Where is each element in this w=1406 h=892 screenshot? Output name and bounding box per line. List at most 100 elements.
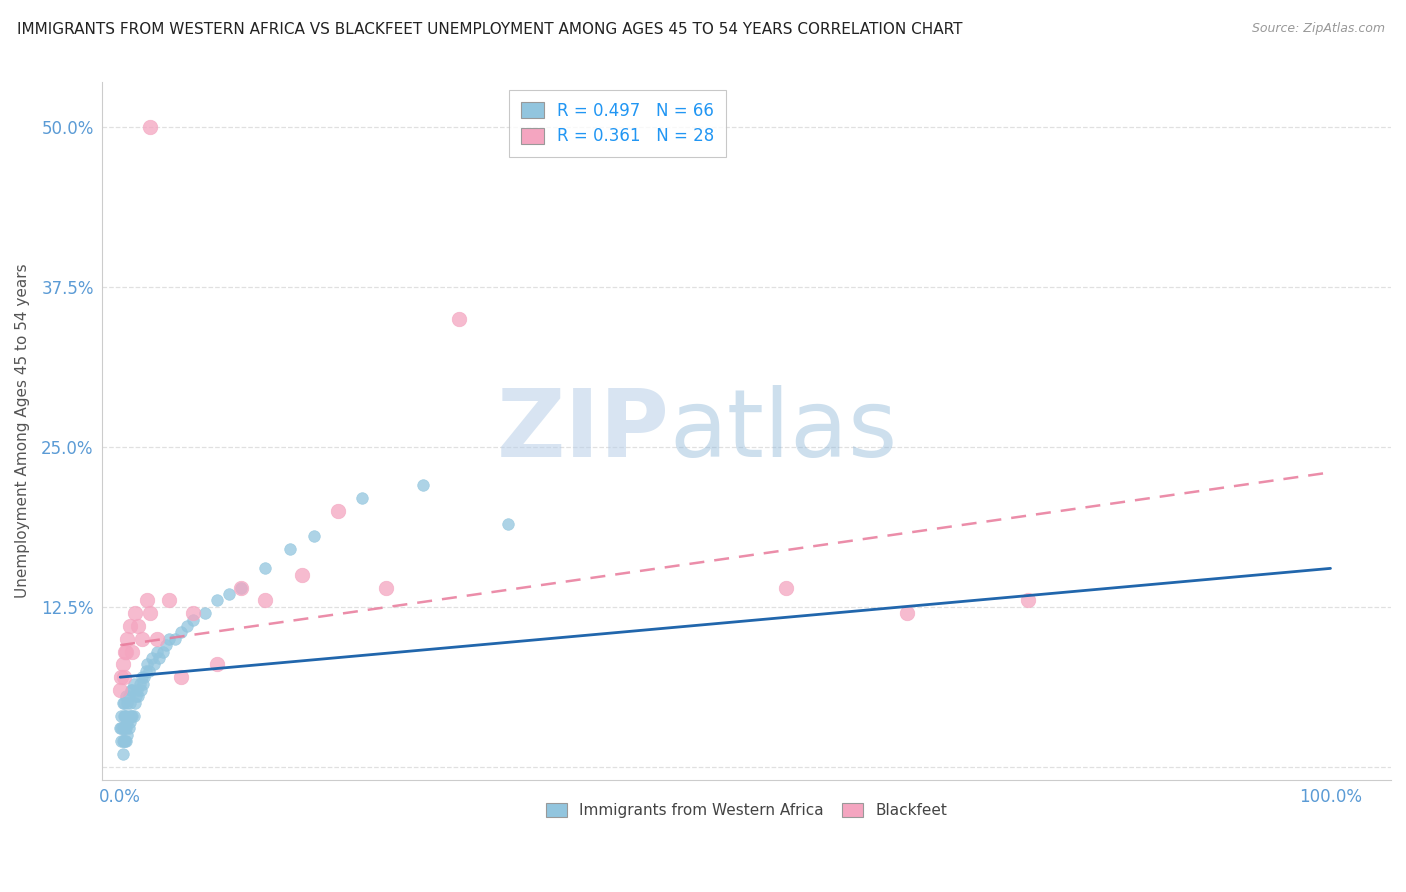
Point: [352, 491, 374, 505]
Point: [115, 708, 138, 723]
Point: [131, 632, 153, 646]
Point: [231, 581, 253, 595]
Point: [157, 593, 180, 607]
Point: [194, 606, 217, 620]
Point: [110, 683, 132, 698]
Point: [127, 690, 149, 704]
Point: [117, 632, 139, 646]
Point: [148, 651, 170, 665]
Point: [139, 120, 162, 134]
Point: [118, 708, 141, 723]
Point: [110, 734, 132, 748]
Point: [122, 708, 145, 723]
Legend: Immigrants from Western Africa, Blackfeet: Immigrants from Western Africa, Blackfee…: [540, 797, 953, 824]
Point: [291, 567, 314, 582]
Point: [111, 734, 134, 748]
Point: [163, 632, 186, 646]
Point: [896, 606, 918, 620]
Point: [112, 708, 135, 723]
Point: [112, 670, 135, 684]
Point: [254, 593, 277, 607]
Point: [135, 657, 157, 672]
Point: [152, 644, 174, 658]
Point: [170, 670, 193, 684]
Point: [145, 644, 167, 658]
Point: [205, 593, 228, 607]
Point: [170, 625, 193, 640]
Point: [110, 670, 132, 684]
Point: [143, 657, 166, 672]
Point: [110, 722, 132, 736]
Point: [112, 734, 135, 748]
Point: [110, 708, 132, 723]
Point: [125, 690, 148, 704]
Point: [205, 657, 228, 672]
Point: [120, 683, 142, 698]
Point: [496, 516, 519, 531]
Point: [135, 593, 157, 607]
Point: [111, 696, 134, 710]
Point: [278, 542, 301, 557]
Point: [114, 708, 136, 723]
Point: [132, 676, 155, 690]
Point: [155, 638, 177, 652]
Point: [120, 708, 142, 723]
Text: Source: ZipAtlas.com: Source: ZipAtlas.com: [1251, 22, 1385, 36]
Point: [118, 714, 141, 729]
Point: [127, 683, 149, 698]
Point: [118, 696, 141, 710]
Point: [129, 683, 152, 698]
Point: [131, 670, 153, 684]
Point: [127, 619, 149, 633]
Point: [375, 581, 398, 595]
Point: [254, 561, 277, 575]
Point: [124, 606, 146, 620]
Point: [449, 311, 471, 326]
Point: [181, 613, 204, 627]
Text: IMMIGRANTS FROM WESTERN AFRICA VS BLACKFEET UNEMPLOYMENT AMONG AGES 45 TO 54 YEA: IMMIGRANTS FROM WESTERN AFRICA VS BLACKF…: [17, 22, 962, 37]
Point: [117, 728, 139, 742]
Point: [181, 606, 204, 620]
Point: [1017, 593, 1039, 607]
Point: [302, 529, 325, 543]
Point: [135, 664, 157, 678]
Point: [115, 690, 138, 704]
Point: [128, 676, 150, 690]
Point: [117, 714, 139, 729]
Point: [138, 664, 160, 678]
Point: [112, 696, 135, 710]
Point: [118, 619, 141, 633]
Point: [114, 644, 136, 658]
Point: [124, 696, 146, 710]
Point: [412, 478, 434, 492]
Point: [114, 734, 136, 748]
Point: [121, 708, 143, 723]
Point: [112, 722, 135, 736]
Point: [122, 676, 145, 690]
Text: atlas: atlas: [669, 384, 897, 476]
Point: [121, 644, 143, 658]
Point: [115, 734, 138, 748]
Point: [134, 670, 156, 684]
Point: [121, 683, 143, 698]
Point: [111, 657, 134, 672]
Point: [117, 696, 139, 710]
Point: [115, 644, 138, 658]
Point: [114, 722, 136, 736]
Point: [118, 690, 141, 704]
Point: [111, 747, 134, 761]
Point: [115, 722, 138, 736]
Point: [775, 581, 797, 595]
Point: [111, 722, 134, 736]
Point: [157, 632, 180, 646]
Point: [218, 587, 240, 601]
Y-axis label: Unemployment Among Ages 45 to 54 years: Unemployment Among Ages 45 to 54 years: [15, 263, 30, 598]
Point: [176, 619, 198, 633]
Text: ZIP: ZIP: [496, 384, 669, 476]
Point: [145, 632, 167, 646]
Point: [110, 722, 132, 736]
Point: [139, 606, 162, 620]
Point: [118, 722, 141, 736]
Point: [326, 504, 349, 518]
Point: [231, 581, 253, 595]
